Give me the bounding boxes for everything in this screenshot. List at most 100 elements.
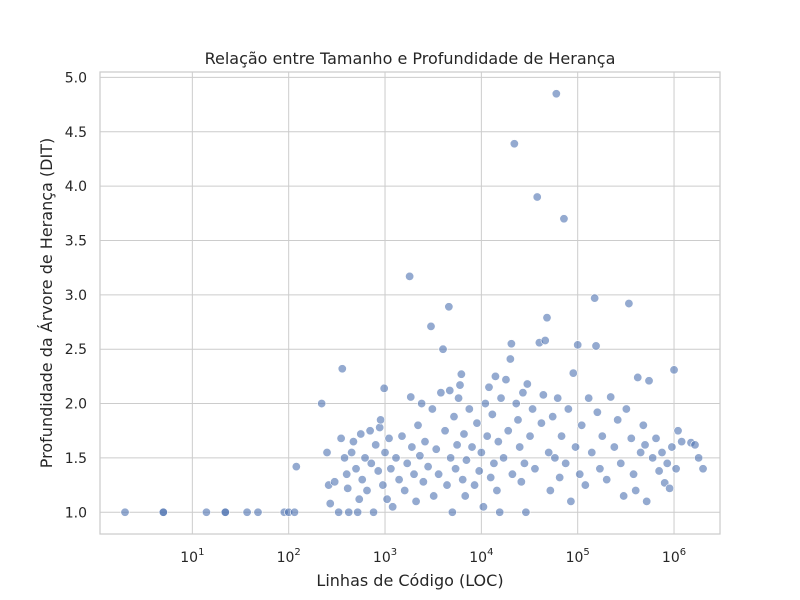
x-tick-label: 101: [180, 547, 204, 566]
data-point: [487, 409, 497, 419]
data-point: [357, 475, 367, 485]
data-point: [445, 386, 455, 396]
data-point: [624, 299, 634, 309]
data-point: [499, 453, 509, 463]
data-point: [470, 480, 480, 490]
data-point: [559, 214, 569, 224]
data-point: [616, 458, 626, 468]
y-tick-label: 1.0: [65, 505, 87, 521]
x-tick-label: 103: [373, 547, 397, 566]
data-point: [519, 458, 529, 468]
data-point: [503, 426, 513, 436]
data-point: [482, 431, 492, 441]
data-point: [120, 507, 130, 517]
data-point: [651, 433, 661, 443]
data-point: [669, 365, 679, 375]
data-point: [391, 453, 401, 463]
data-point: [602, 475, 612, 485]
data-point: [351, 464, 361, 474]
data-point: [458, 475, 468, 485]
data-point: [538, 390, 548, 400]
data-point: [505, 354, 515, 364]
data-point: [369, 507, 379, 517]
x-tick-label: 102: [277, 547, 301, 566]
data-point: [490, 371, 500, 381]
data-point: [406, 392, 416, 402]
data-point: [348, 437, 358, 447]
data-point: [379, 383, 389, 393]
data-point: [446, 453, 456, 463]
data-point: [590, 293, 600, 303]
data-point: [334, 507, 344, 517]
data-point: [415, 451, 425, 461]
data-point: [449, 412, 459, 422]
data-point: [375, 422, 385, 432]
x-axis-title: Linhas de Código (LOC): [316, 571, 503, 590]
data-point: [388, 502, 398, 512]
data-point: [662, 458, 672, 468]
data-point: [671, 464, 681, 474]
data-point: [544, 447, 554, 457]
x-tick-label: 106: [662, 547, 686, 566]
data-point: [595, 464, 605, 474]
data-point: [373, 466, 383, 476]
data-point: [592, 407, 602, 417]
data-point: [631, 486, 641, 496]
data-point: [423, 462, 433, 472]
data-point: [438, 344, 448, 354]
data-point: [376, 415, 386, 425]
data-point: [447, 507, 457, 517]
data-point: [456, 369, 466, 379]
data-point: [492, 486, 502, 496]
data-point: [621, 404, 631, 414]
data-point: [220, 507, 230, 517]
data-point: [638, 420, 648, 430]
data-point: [493, 437, 503, 447]
data-point: [566, 496, 576, 506]
data-point: [409, 469, 419, 479]
y-tick-label: 5.0: [65, 70, 87, 86]
data-point: [459, 429, 469, 439]
data-point: [378, 480, 388, 490]
data-point: [545, 486, 555, 496]
data-point: [489, 458, 499, 468]
data-point: [619, 491, 629, 501]
data-point: [657, 447, 667, 457]
data-point: [158, 507, 168, 517]
y-tick-label: 2.5: [65, 342, 87, 358]
data-point: [444, 302, 454, 312]
data-point: [460, 491, 470, 501]
data-point: [386, 464, 396, 474]
data-point: [515, 442, 525, 452]
data-point: [362, 486, 372, 496]
data-point: [454, 393, 464, 403]
data-point: [597, 431, 607, 441]
data-point: [427, 404, 437, 414]
data-point: [429, 491, 439, 501]
data-point: [673, 426, 683, 436]
data-point: [440, 426, 450, 436]
data-point: [418, 477, 428, 487]
data-point: [411, 496, 421, 506]
data-point: [337, 364, 347, 374]
data-point: [451, 464, 461, 474]
data-point: [322, 447, 332, 457]
data-point: [613, 415, 623, 425]
data-point: [626, 433, 636, 443]
data-point: [640, 440, 650, 450]
data-point: [532, 192, 542, 202]
data-point: [394, 475, 404, 485]
data-point: [495, 507, 505, 517]
data-point: [330, 477, 340, 487]
y-tick-label: 4.5: [65, 125, 87, 141]
data-point: [343, 483, 353, 493]
chart-title: Relação entre Tamanho e Profundidade de …: [205, 49, 616, 68]
x-tick-labels: 101 102 103 104 105 106: [180, 547, 686, 566]
data-point: [407, 442, 417, 452]
data-point: [291, 462, 301, 472]
data-point: [467, 442, 477, 452]
data-point: [506, 339, 516, 349]
data-point: [455, 380, 465, 390]
data-point: [584, 393, 594, 403]
